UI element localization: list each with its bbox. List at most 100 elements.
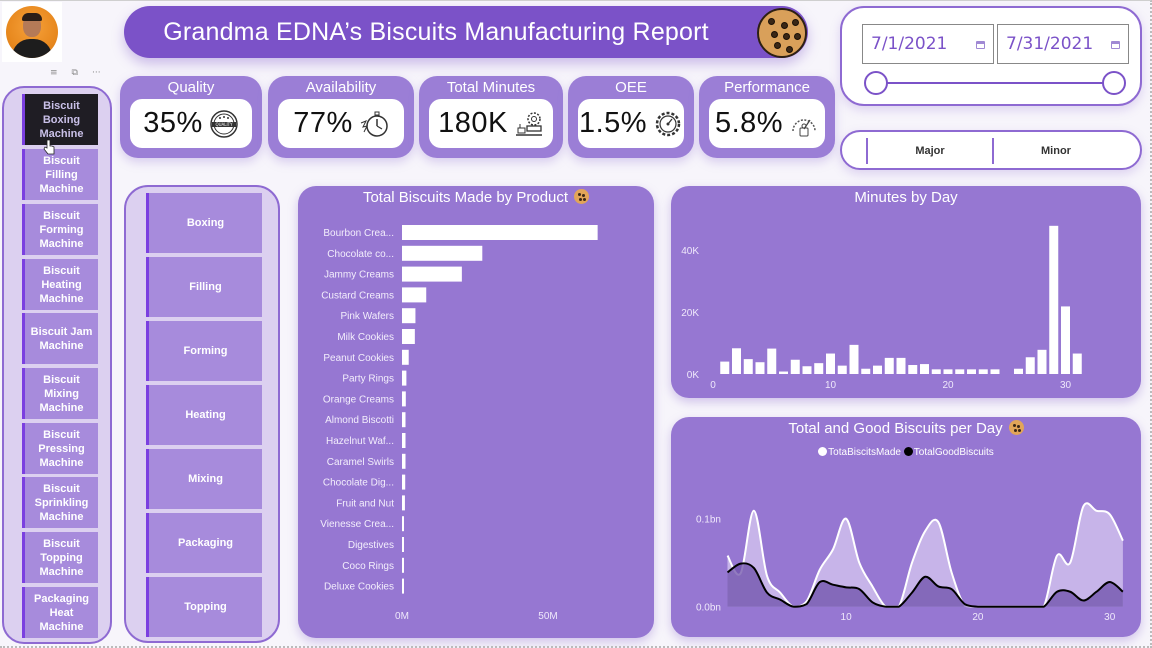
category-label: Pink Wafers [340, 311, 394, 322]
chart-title-text: Total Biscuits Made by Product [362, 189, 569, 206]
kpi-label: Availability [305, 79, 377, 96]
kpi-value: 77% [293, 107, 353, 139]
bar [896, 357, 906, 374]
option-major[interactable]: Major [866, 138, 992, 164]
kpi-card-performance: Performance 5.8% [699, 76, 835, 158]
bar [955, 369, 965, 374]
bar [755, 362, 765, 374]
machine-item-biscuit-topping[interactable]: Biscuit Topping Machine [22, 532, 98, 583]
bar [732, 348, 741, 374]
bar [849, 344, 859, 374]
process-item-mixing[interactable]: Mixing [146, 449, 262, 509]
kpi-card-availability: Availability 77% [268, 76, 414, 158]
category-label: Coco Rings [342, 561, 394, 572]
bar [1025, 357, 1035, 374]
bar [402, 516, 404, 532]
category-label: Chocolate co... [327, 249, 394, 260]
category-label: Orange Creams [323, 394, 394, 405]
y-tick-label: 40K [681, 246, 699, 257]
category-label: Hazelnut Waf... [326, 436, 394, 447]
machine-item-biscuit-heating[interactable]: Biscuit Heating Machine [22, 259, 98, 310]
x-tick-label: 20 [972, 612, 984, 623]
focus-mode-icon[interactable]: ⧉ [71, 68, 78, 78]
machine-item-biscuit-boxing[interactable]: Biscuit Boxing Machine [22, 94, 98, 145]
process-item-forming[interactable]: Forming [146, 321, 262, 381]
x-tick-label: 10 [825, 380, 837, 391]
bar [884, 357, 894, 374]
cookie-icon [574, 189, 590, 204]
minutes-by-day-chart-card: Minutes by Day 0K 20K 40K 0 10 20 30 [671, 186, 1141, 398]
process-item-heating[interactable]: Heating [146, 385, 262, 445]
process-item-packaging[interactable]: Packaging [146, 513, 262, 573]
date-range-track[interactable] [878, 82, 1112, 84]
bar [402, 370, 407, 386]
category-label: Bourbon Crea... [323, 228, 394, 239]
calendar-icon[interactable] [976, 41, 985, 49]
quality-badge-icon: QUALITY [210, 109, 238, 138]
category-label: Peanut Cookies [323, 353, 394, 364]
category-label: Chocolate Dig... [323, 478, 394, 489]
kpi-label: Quality [167, 79, 215, 96]
kpi-label: Total Minutes [446, 79, 536, 96]
kpi-card-oee: OEE 1.5% [568, 76, 694, 158]
bar [402, 308, 416, 324]
category-label: Milk Cookies [337, 332, 394, 343]
bar [720, 361, 730, 374]
process-item-boxing[interactable]: Boxing [146, 193, 262, 253]
series-line-good [726, 562, 1124, 608]
bar [402, 391, 406, 407]
bar [943, 369, 953, 374]
process-item-filling[interactable]: Filling [146, 257, 262, 317]
bar [402, 453, 406, 469]
end-date-handle[interactable] [1102, 71, 1126, 95]
kpi-label: OEE [615, 79, 647, 96]
machine-item-biscuit-pressing[interactable]: Biscuit Pressing Machine [22, 423, 98, 474]
bar [402, 537, 404, 552]
bar [826, 353, 835, 374]
kpi-card-quality: Quality 35% QUALITY [120, 76, 262, 158]
biscuits-per-day-chart-card: Total and Good Biscuits per Day TotaBisc… [671, 417, 1141, 637]
start-date-handle[interactable] [864, 71, 888, 95]
bar [873, 365, 882, 374]
minutes-by-day-chart: 0K 20K 40K 0 10 20 30 [681, 225, 1082, 391]
hand-cursor-icon [43, 139, 55, 155]
start-date-input[interactable]: 7/1/2021 [862, 24, 994, 64]
bar [790, 359, 800, 374]
legend-item-total[interactable]: TotaBiscitsMade [818, 447, 901, 458]
y-tick-label: 0.1bn [696, 515, 721, 526]
visual-header: ≡ ⧉ ··· [50, 68, 110, 82]
chart-title: Total and Good Biscuits per Day [671, 420, 1141, 437]
bar [1061, 306, 1070, 374]
legend-label: TotaBiscitsMade [828, 447, 901, 458]
chart-title-text: Total and Good Biscuits per Day [788, 420, 1003, 437]
bar [767, 348, 777, 374]
legend-item-good[interactable]: TotalGoodBiscuits [903, 447, 994, 458]
category-label: Party Rings [342, 374, 394, 385]
option-minor[interactable]: Minor [992, 138, 1118, 164]
bar [920, 364, 929, 374]
kpi-card-total-minutes: Total Minutes 180K [419, 76, 563, 158]
calendar-icon[interactable] [1111, 41, 1120, 49]
end-date-input[interactable]: 7/31/2021 [997, 24, 1129, 64]
machine-item-biscuit-forming[interactable]: Biscuit Forming Machine [22, 204, 98, 255]
process-item-topping[interactable]: Topping [146, 577, 262, 637]
filter-icon[interactable]: ≡ [50, 68, 58, 78]
svg-text:QUALITY: QUALITY [215, 122, 233, 127]
machine-item-packaging-heat[interactable]: Packaging Heat Machine [22, 587, 98, 638]
machine-item-biscuit-sprinkling[interactable]: Biscuit Sprinkling Machine [22, 477, 98, 528]
process-slicer: Boxing Filling Forming Heating Mixing Pa… [124, 185, 280, 643]
biscuits-per-day-chart: 0.0bn 0.1bn 10 20 30 [696, 502, 1124, 623]
category-label: Vienesse Crea... [320, 519, 394, 530]
machine-item-biscuit-jam[interactable]: Biscuit Jam Machine [22, 313, 98, 364]
bar [402, 474, 406, 490]
x-tick-label: 30 [1060, 380, 1072, 391]
bar [402, 349, 409, 365]
y-tick-label: 0.0bn [696, 603, 721, 614]
machine-item-biscuit-filling[interactable]: Biscuit Filling Machine [22, 149, 98, 200]
x-tick-label: 10 [841, 612, 853, 623]
machine-item-biscuit-mixing[interactable]: Biscuit Mixing Machine [22, 368, 98, 419]
bar [814, 363, 824, 374]
category-label: Custard Creams [321, 290, 394, 301]
kpi-value: 35% [143, 107, 203, 139]
more-options-icon[interactable]: ··· [91, 68, 101, 78]
